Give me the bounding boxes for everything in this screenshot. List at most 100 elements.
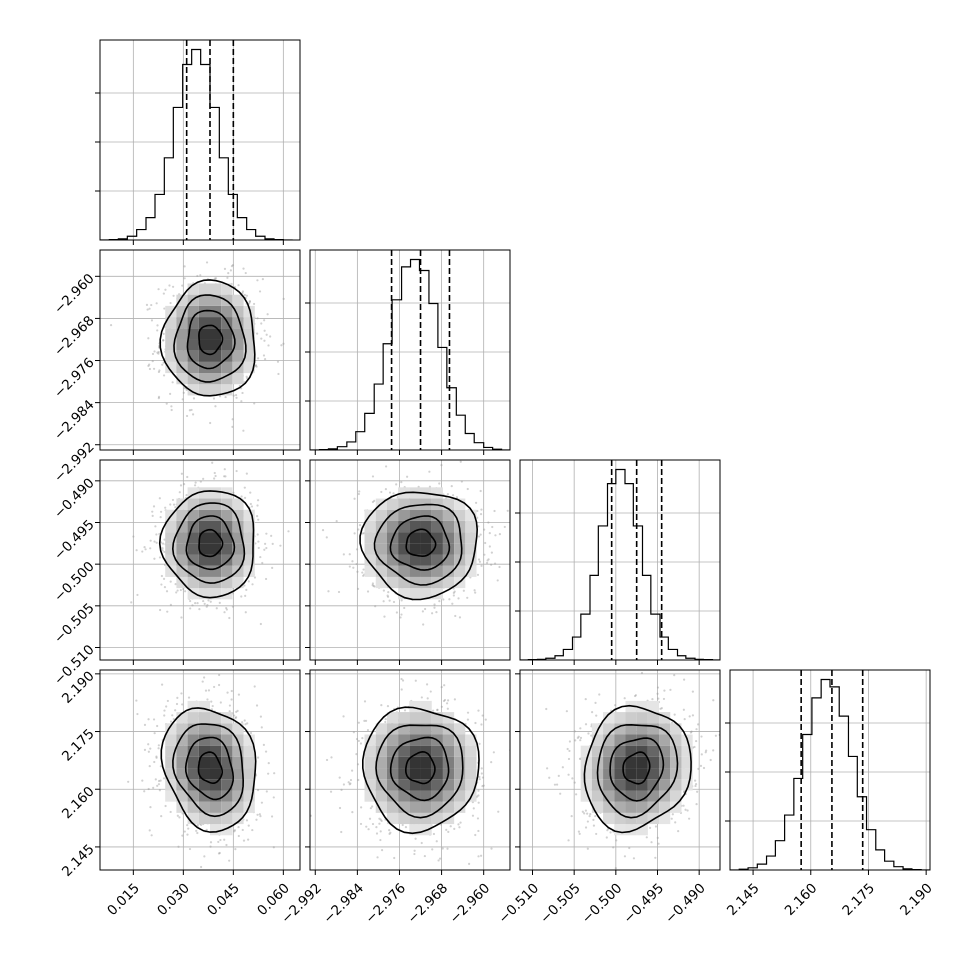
scatter-point [700,735,703,738]
scatter-point [153,557,156,560]
scatter-point [161,547,164,550]
histogram [520,468,720,660]
scatter-point [217,852,221,855]
scatter-point [260,322,263,325]
density-cell [187,373,199,385]
density-cell [659,734,671,746]
density-cell [243,734,255,746]
density-cell [232,756,244,769]
density-cell [659,756,671,769]
scatter-point [382,600,385,603]
scatter-point [151,514,154,517]
scatter-point [349,778,353,782]
density-cell [221,384,233,396]
density-cell [465,565,477,577]
scatter-point [256,813,259,816]
density-cell [221,350,233,362]
scatter-point [355,737,359,741]
scatter-point [196,831,199,835]
scatter-point [181,284,184,287]
density-cell [176,532,188,544]
scatter-point [240,400,243,403]
density-cell [210,532,222,544]
contour-2 [373,503,463,586]
scatter-point [447,830,450,833]
scatter-point [476,817,480,820]
scatter-point [135,699,138,702]
scatter-point [366,728,370,732]
scatter-point [682,708,685,711]
grid [100,40,300,240]
density-cell [398,498,410,510]
scatter-point [460,480,463,483]
density-cell [165,734,177,746]
density-cell [681,756,693,769]
density-cell [386,498,399,510]
density-cell [221,801,233,813]
scatter-point [352,566,355,569]
scatter-point [355,562,358,566]
density-cell [442,576,455,589]
scatter-point [403,709,407,712]
x-tick-label: −0.495 [620,880,667,927]
scatter-point [152,367,156,370]
density-cell [176,779,188,791]
y-tick-label: −2.992 [51,439,98,486]
scatter-point [249,502,252,506]
scatter-point [161,363,164,366]
scatter-point [235,710,238,713]
scatter-point [155,756,158,759]
scatter-point [683,678,686,681]
scatter-point [369,807,372,810]
density-cell [431,498,443,510]
density-cell [187,576,199,589]
density-cell [198,373,210,385]
scatter-point [150,834,153,837]
scatter-point [251,828,254,832]
density-cell [442,554,455,566]
density-cell [465,532,477,544]
contour-1 [389,736,450,802]
density-cell [591,779,604,791]
scatter-point [181,703,184,706]
scatter-point [198,607,201,611]
scatter-point [476,516,479,519]
scatter-point [241,290,245,293]
scatter-point [243,584,246,587]
scatter-point [230,698,233,701]
density-cell [614,712,626,724]
scatter-point [127,780,130,783]
scatter-point [488,545,491,548]
density-cell [625,824,637,836]
scatter-point [187,827,190,830]
density-cell [198,487,210,499]
scatter-point [453,590,456,593]
density-cell [465,756,477,769]
scatter-point [503,525,506,529]
scatter-point [477,558,481,561]
scatter-point [494,534,497,537]
scatter-point [425,683,429,686]
scatter-point [493,509,496,513]
scatter-point [437,859,440,862]
scatter-point [272,796,275,799]
density-cell [375,509,387,521]
scatter-point [553,783,557,786]
scatter-point [169,392,172,395]
density-cell [243,554,255,566]
scatter-point [249,731,253,735]
scatter-point [192,397,196,400]
x-tick-label: 2.145 [724,880,763,919]
scatter-point [483,553,486,556]
density-cell [165,756,177,769]
scatter-point [270,815,274,818]
scatter-point [223,611,226,614]
density-cell [375,723,387,735]
scatter-point [209,845,212,848]
density-cell [431,768,443,780]
contour-2 [375,724,464,819]
scatter-point [243,719,246,722]
y-tick-label: 2.145 [59,841,98,880]
scatter-point [267,772,270,775]
density-cell [210,734,222,746]
